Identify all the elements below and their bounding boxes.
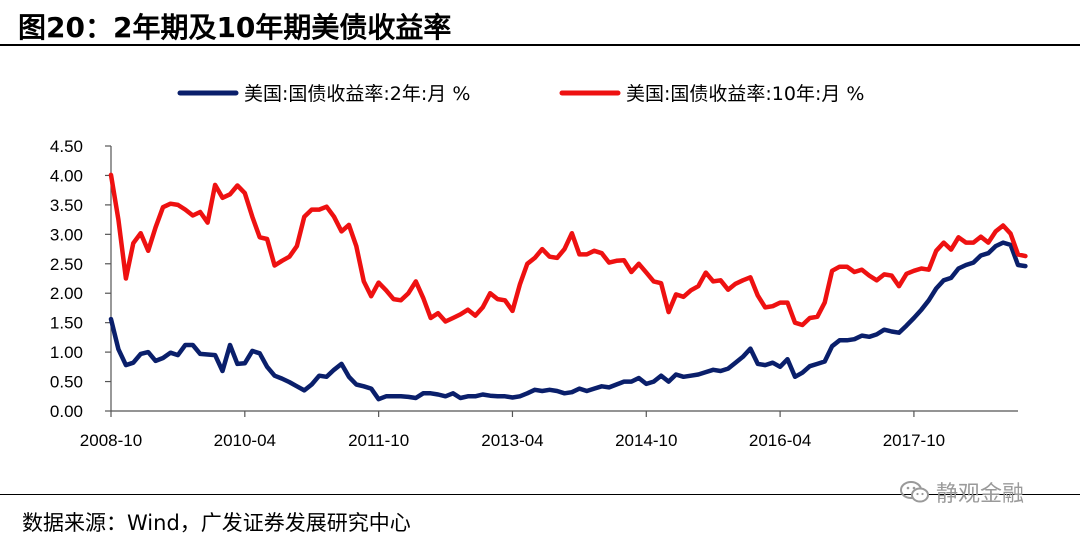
legend-label: 美国:国债收益率:2年:月 % [244, 83, 470, 105]
source-divider [0, 494, 1080, 495]
y-tick-label: 4.00 [50, 166, 83, 185]
y-tick-label: 3.50 [50, 196, 83, 215]
y-axis: 0.00 0.50 1.00 1.50 2.00 2.50 3.00 3.50 4.00 4.50 [50, 137, 112, 421]
y-tick-label: 2.50 [50, 255, 83, 274]
y-tick-label: 1.50 [50, 314, 83, 333]
y-tick-label: 4.50 [50, 137, 83, 156]
x-tick-label: 2011-10 [348, 431, 409, 450]
x-tick-label: 2017-10 [883, 431, 945, 450]
x-tick-label: 2014-10 [615, 431, 677, 450]
yield-line-chart: 美国:国债收益率:2年:月 % 美国:国债收益率:10年:月 % 0.00 0.50… [50, 83, 1028, 450]
series-line-2y [108, 240, 1028, 402]
watermark-text: 静观金融 [936, 482, 1025, 507]
series-line-10y [108, 172, 1028, 328]
x-tick-label: 2016-04 [749, 431, 811, 450]
wechat-icon [900, 481, 929, 503]
title-divider [0, 44, 1080, 46]
x-tick-label: 2010-04 [214, 431, 276, 450]
x-axis: 2008-10 2010-04 2011-10 2013-04 2014-10 2016-… [80, 410, 1018, 450]
y-tick-label: 0.00 [50, 402, 83, 421]
y-tick-label: 0.50 [50, 373, 83, 392]
legend: 美国:国债收益率:2年:月 % 美国:国债收益率:10年:月 % [177, 83, 864, 105]
y-tick-label: 1.00 [50, 343, 83, 362]
watermark: 静观金融 [900, 476, 1024, 508]
y-tick-label: 2.00 [50, 284, 83, 303]
series-lines [108, 172, 1028, 402]
x-tick-label: 2008-10 [80, 431, 142, 450]
legend-label: 美国:国债收益率:10年:月 % [626, 83, 864, 105]
y-tick-label: 3.00 [50, 225, 83, 244]
x-tick-label: 2013-04 [481, 431, 543, 450]
figure-title: 图20：2年期及10年期美债收益率 [18, 11, 452, 44]
source-note: 数据来源：Wind，广发证券发展研究中心 [22, 511, 411, 535]
